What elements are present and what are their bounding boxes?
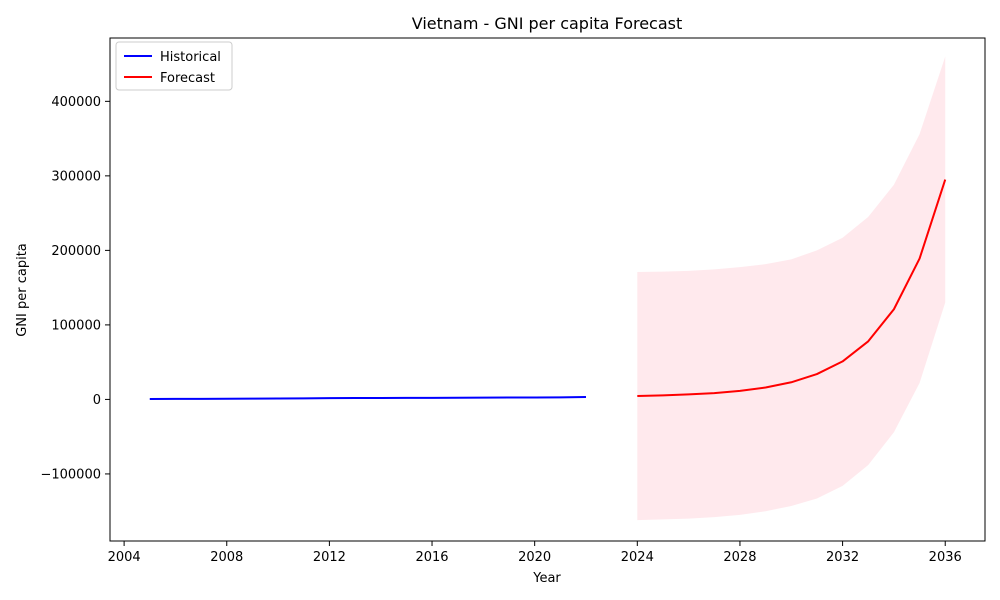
x-tick-label: 2028 (723, 550, 756, 565)
legend: Historical Forecast (115, 41, 233, 91)
chart-title: Vietnam - GNI per capita Forecast (412, 14, 683, 33)
x-tick-label: 2012 (313, 550, 346, 565)
x-axis: 2004 2008 2012 2016 2020 2024 2028 2032 2036 (108, 541, 962, 565)
legend-forecast-label: Forecast (160, 71, 215, 86)
y-axis: −100000 0 100000 200000 300000 400000 (40, 95, 110, 482)
y-tick-label: 400000 (51, 95, 101, 110)
y-axis-label: GNI per capita (15, 243, 30, 337)
y-tick-label: 200000 (51, 244, 101, 259)
x-tick-label: 2008 (210, 550, 243, 565)
confidence-band-layer (637, 56, 946, 521)
x-tick-label: 2032 (826, 550, 859, 565)
y-tick-label: 300000 (51, 169, 101, 184)
x-tick-label: 2016 (415, 550, 448, 565)
y-tick-label: 100000 (51, 318, 101, 333)
series-layer (149, 179, 947, 400)
x-tick-label: 2020 (518, 550, 551, 565)
y-tick-label: −100000 (40, 467, 101, 482)
y-tick-label: 0 (93, 393, 101, 408)
x-tick-label: 2004 (108, 550, 141, 565)
x-tick-label: 2036 (929, 550, 962, 565)
x-axis-label: Year (532, 571, 561, 586)
legend-historical-label: Historical (160, 50, 221, 65)
forecast-confidence-band (637, 56, 946, 521)
series-line-historical (149, 395, 587, 400)
x-tick-label: 2024 (621, 550, 654, 565)
plot-frame (109, 37, 986, 542)
series-line-forecast (637, 179, 947, 398)
